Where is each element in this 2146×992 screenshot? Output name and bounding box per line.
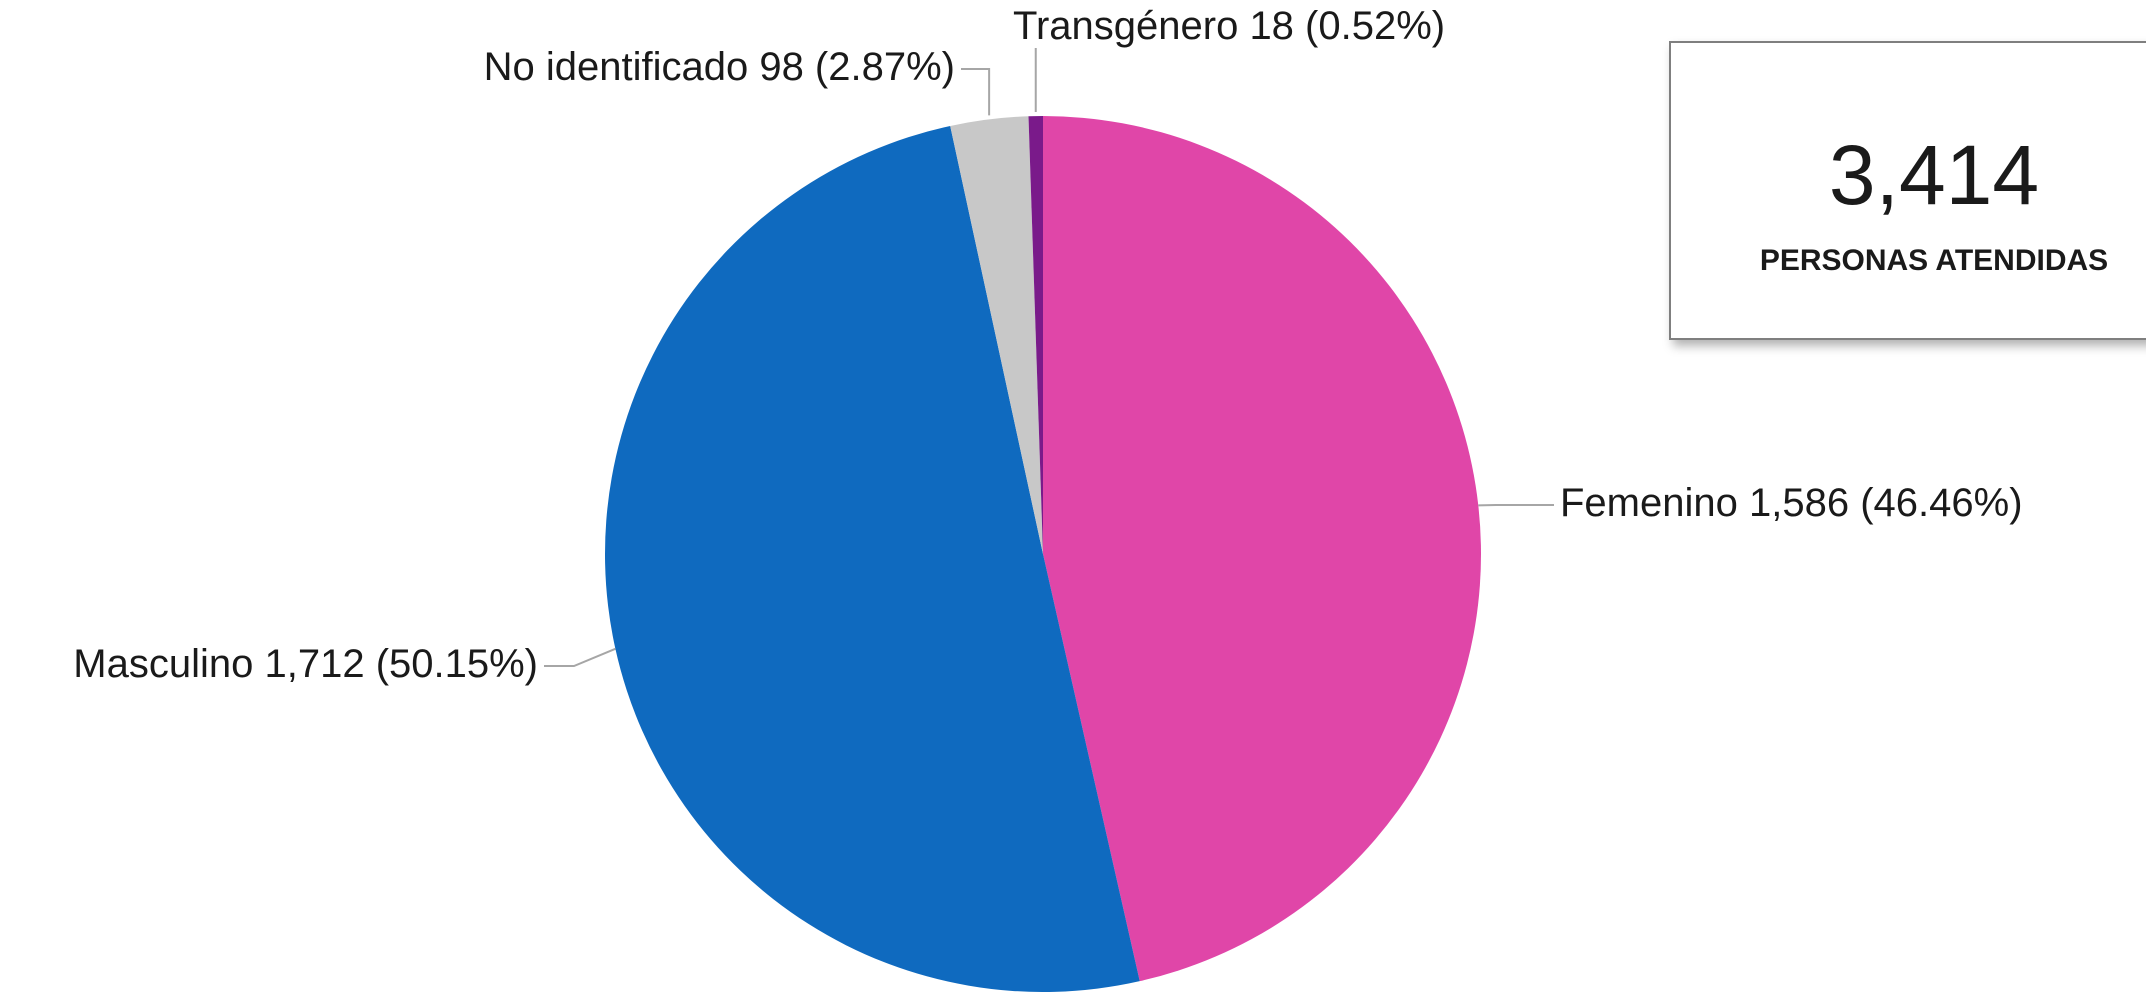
card-box bbox=[1669, 41, 2146, 340]
pie-slice bbox=[1043, 116, 1481, 982]
slice-label: No identificado 98 (2.87%) bbox=[484, 45, 955, 89]
total-caption: PERSONAS ATENDIDAS bbox=[1760, 244, 2108, 277]
slice-value: 1,712 (50.15%) bbox=[264, 642, 538, 686]
leader-line bbox=[961, 68, 991, 116]
slice-category: Masculino bbox=[73, 642, 253, 686]
slice-value: 18 (0.52%) bbox=[1249, 4, 1445, 48]
slice-label: Femenino 1,586 (46.46%) bbox=[1560, 481, 2023, 525]
slice-category: Femenino bbox=[1560, 481, 1738, 525]
total-value: 3,414 bbox=[1829, 128, 2039, 222]
slice-category: Transgénero bbox=[1013, 4, 1238, 48]
slice-value: 1,586 (46.46%) bbox=[1749, 481, 2023, 525]
leader-line bbox=[544, 647, 616, 667]
slice-label: Transgénero 18 (0.52%) bbox=[1013, 4, 1445, 48]
pie-slice bbox=[604, 125, 1140, 992]
pie: Femenino 1,586 (46.46%) Masculino 1,712 (… bbox=[73, 4, 2023, 992]
slice-label: Masculino 1,712 (50.15%) bbox=[73, 642, 538, 686]
slice-value: 98 (2.87%) bbox=[759, 45, 955, 89]
pie-slice bbox=[1028, 116, 1043, 554]
pie-slice bbox=[950, 116, 1043, 554]
summary-card: 3,414 PERSONAS ATENDIDAS bbox=[1669, 41, 2146, 340]
slice-category: No identificado bbox=[484, 45, 749, 89]
